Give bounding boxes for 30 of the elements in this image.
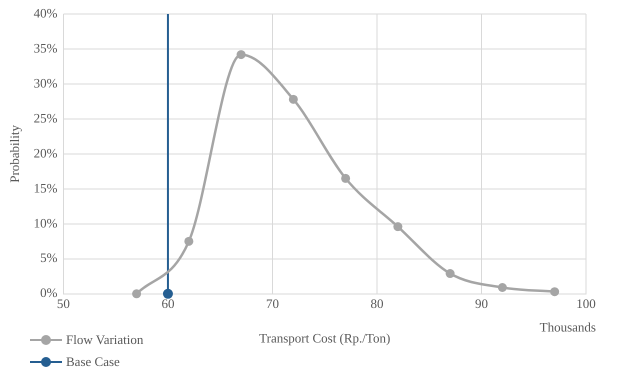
x-tick-label: 90 — [474, 296, 488, 312]
y-axis-title: Probability — [7, 124, 22, 183]
y-tick-label: 20% — [34, 145, 58, 160]
x-tick-label: 50 — [56, 296, 70, 312]
y-tick-label: 0% — [40, 285, 58, 300]
x-tick-label: 70 — [266, 296, 279, 312]
point — [550, 287, 560, 296]
point — [236, 50, 246, 60]
point — [184, 236, 194, 246]
y-tick-label: 25% — [34, 110, 58, 126]
point — [498, 283, 507, 292]
point — [132, 289, 142, 298]
point — [162, 288, 173, 299]
y-tick-label: 35% — [34, 40, 58, 56]
y-tick-label: 40% — [34, 5, 58, 20]
point — [393, 222, 402, 232]
y-tick-label: 5% — [40, 250, 58, 266]
y-tick-label: 15% — [34, 180, 58, 196]
x-tick-label: 60 — [161, 296, 174, 312]
x-axis-title: Transport Cost (Rp./Ton) — [259, 330, 390, 346]
legend-label: Flow Variation — [66, 332, 144, 348]
point — [341, 174, 350, 183]
legend-label: Base Case — [66, 354, 120, 370]
x-tick-label: 80 — [370, 296, 384, 312]
y-tick-label: 30% — [34, 75, 58, 90]
text: Thousands — [540, 320, 596, 335]
point — [446, 269, 455, 278]
x-tick-label: 100 — [576, 296, 596, 312]
point — [288, 94, 298, 104]
y-tick-label: 10% — [34, 215, 58, 230]
